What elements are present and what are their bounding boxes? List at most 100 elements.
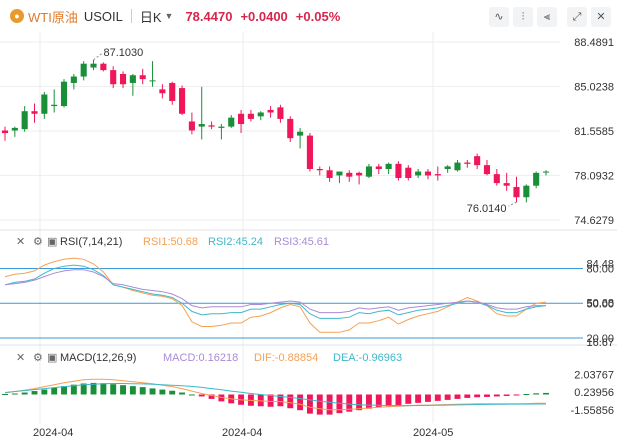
rsi-edge-label: 84.48 — [586, 258, 614, 270]
rsi-tick-label: 80.00 — [586, 264, 614, 276]
macd-bar — [70, 384, 77, 395]
candle-body — [159, 89, 166, 94]
candle-body — [179, 88, 186, 114]
candle-body — [483, 165, 491, 175]
high-marker-line — [93, 53, 102, 61]
price-change-pct: +0.05% — [295, 8, 341, 24]
candle-body — [11, 127, 18, 131]
rsi-tick-label: 50.00 — [586, 298, 614, 310]
macd-bar — [425, 394, 431, 402]
macd-bar — [208, 394, 215, 399]
rsi2-label: RSI2:45.24 — [208, 236, 263, 248]
macd-bar — [493, 394, 500, 397]
candle-body — [454, 162, 461, 171]
candle-body — [493, 174, 500, 184]
candle-body — [533, 172, 540, 186]
candle-body — [444, 166, 451, 169]
low-annotation: 76.0140 — [467, 203, 507, 215]
macd-bar — [120, 385, 126, 395]
header-divider — [130, 9, 132, 23]
toggle-icon: ▣ — [47, 352, 57, 364]
candle-body — [513, 186, 520, 198]
candle-body — [110, 70, 117, 85]
candle-body — [356, 172, 363, 176]
macd-bar — [316, 394, 323, 415]
macd-bar — [306, 394, 313, 414]
draw-line-icon[interactable]: ∿ — [489, 7, 509, 27]
macd-bar — [198, 394, 205, 397]
candle-body — [365, 166, 372, 177]
macd-bar — [415, 394, 422, 403]
toolbar: ∿ ⫶ ⫷ ⤢ ✕ — [489, 7, 611, 27]
macd-bar — [267, 394, 274, 407]
macd-tick-label: 0.23956 — [574, 387, 614, 399]
macd-bar — [375, 394, 382, 408]
macd-bar — [356, 394, 363, 411]
candle-body — [434, 174, 441, 176]
candle-body — [188, 121, 195, 131]
low-marker-line — [508, 201, 517, 207]
period-selector[interactable]: 日K — [139, 9, 162, 25]
rsi3-label: RSI3:45.61 — [274, 236, 329, 248]
macd-tick-label: 2.03767 — [574, 369, 614, 381]
dea-line — [4, 383, 546, 407]
macd-bar — [444, 394, 451, 400]
macd-bar — [346, 394, 353, 412]
candle-body — [198, 124, 205, 127]
toggle-icon: ▣ — [47, 236, 57, 248]
candle-body — [542, 171, 550, 173]
macd-bar — [484, 394, 490, 397]
macd-bar — [218, 394, 225, 402]
high-annotation: 87.1030 — [104, 47, 144, 59]
macd-bar — [365, 394, 372, 409]
candle-body — [149, 80, 156, 82]
macd-bar — [110, 384, 117, 395]
macd-bar — [454, 394, 461, 399]
candle-body — [297, 131, 304, 136]
fullscreen-icon[interactable]: ⤢ — [567, 7, 587, 27]
rsi-line-2 — [4, 264, 547, 319]
symbol-name[interactable]: WTI原油 — [28, 9, 78, 25]
chart-header: ● WTI原油 USOIL 日K ▼ 78.4470 +0.0400 +0.05… — [0, 0, 617, 32]
close-icon[interactable]: ✕ — [591, 7, 611, 27]
macd-bar — [169, 390, 176, 395]
macd-bar — [474, 394, 481, 398]
candle-body — [1, 130, 9, 134]
candle-body — [267, 109, 274, 113]
candle-body — [41, 94, 48, 114]
dea-label: DEA:-0.96963 — [333, 352, 402, 364]
macd-title: MACD(12,26,9) — [60, 352, 136, 364]
candle-body — [139, 75, 146, 80]
macd-bar — [543, 392, 549, 395]
candle-body — [405, 167, 412, 178]
macd-bar — [188, 394, 195, 396]
candle-body — [395, 163, 402, 178]
price-tick-label: 85.0238 — [574, 82, 614, 94]
macd-bar — [139, 387, 146, 395]
date-tick-label: 2024-04 — [33, 427, 73, 439]
macd-bar — [385, 394, 392, 407]
macd-bar — [2, 394, 8, 395]
symbol-code: USOIL — [83, 8, 123, 24]
date-tick-label: 2024-04 — [222, 427, 262, 439]
candle-body — [277, 107, 284, 119]
candle-type-icon[interactable]: ⫷ — [537, 7, 557, 27]
macd-bar — [100, 383, 107, 395]
candle-body — [336, 171, 343, 176]
macd-bar — [51, 387, 58, 395]
candle-body — [346, 172, 353, 177]
candle-body — [238, 113, 245, 125]
chevron-down-icon[interactable]: ▼ — [164, 11, 174, 21]
macd-bar — [90, 382, 97, 395]
macd-bar — [336, 394, 343, 414]
candle-body — [119, 73, 127, 85]
candle-body — [100, 63, 107, 71]
rsi-line-1 — [4, 257, 547, 333]
macd-bar — [533, 393, 540, 395]
candle-body — [385, 163, 392, 169]
chart-type-icon[interactable]: ⫶ — [513, 7, 533, 27]
price-change: +0.0400 — [240, 8, 288, 24]
date-tick-label: 2024-05 — [413, 427, 453, 439]
rsi-line-3 — [4, 269, 546, 314]
